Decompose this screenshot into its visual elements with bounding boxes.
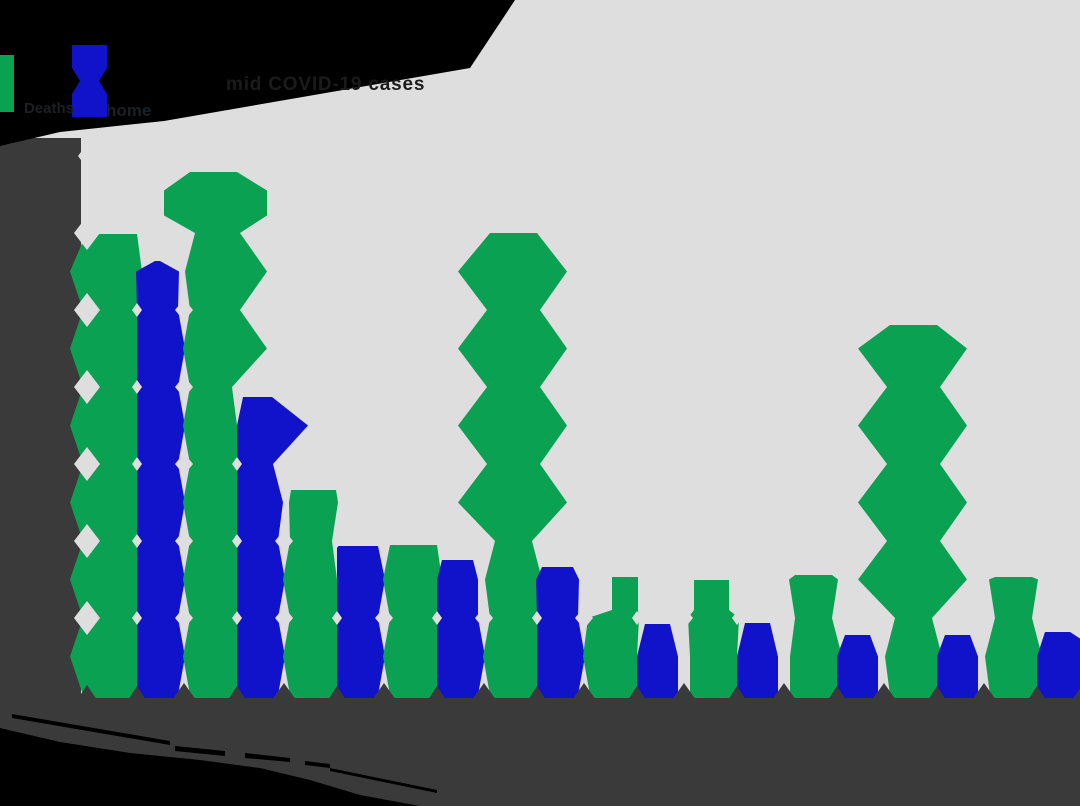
svg-text:mid COVID-19 cases: mid COVID-19 cases [226, 74, 425, 95]
svg-text:home: home [106, 101, 151, 120]
svg-text:Deaths: Deaths [24, 100, 74, 117]
